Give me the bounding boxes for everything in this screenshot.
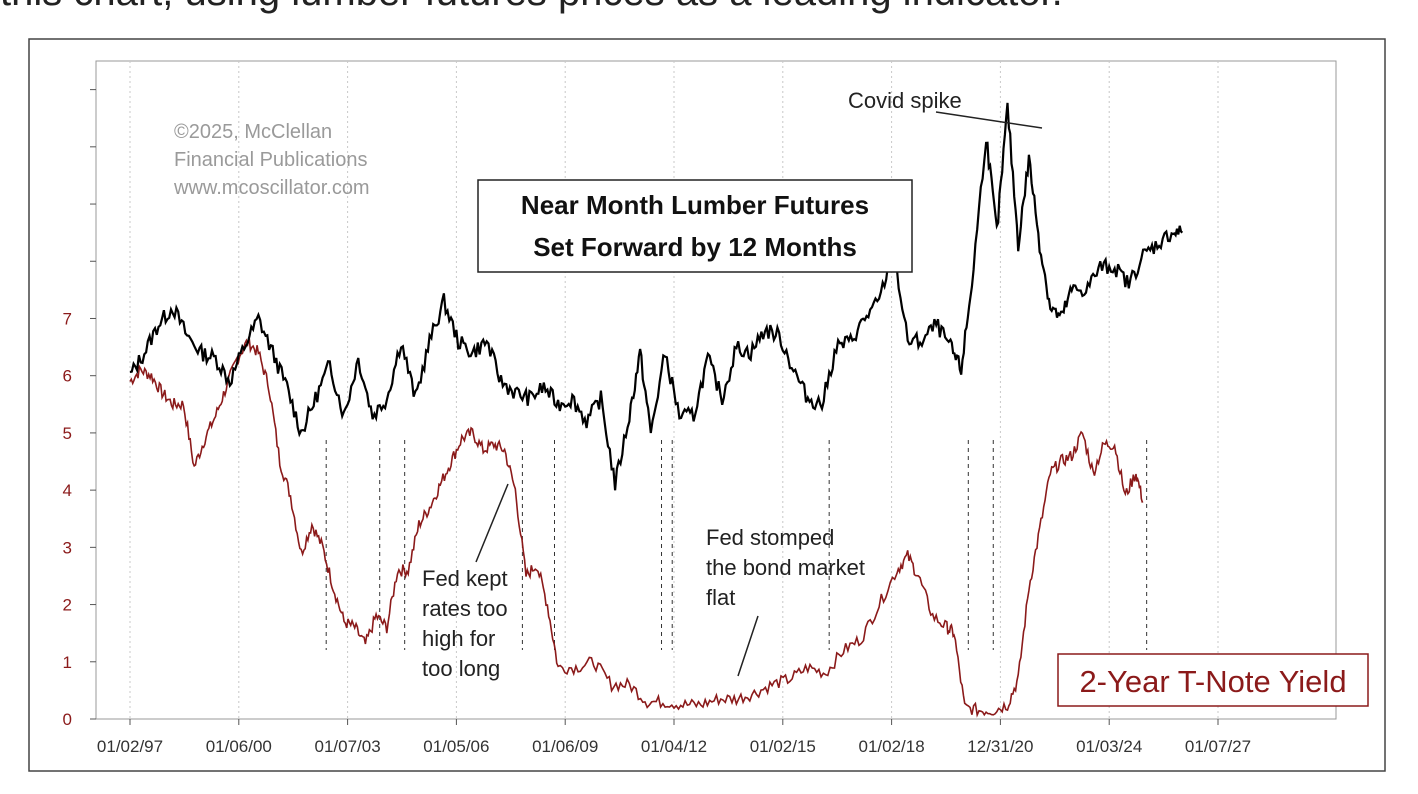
series-layer <box>129 102 1184 718</box>
annotation-fed-kept-1: Fed kept <box>422 566 508 591</box>
title-line-1: Near Month Lumber Futures <box>521 190 869 220</box>
y-tick-label: 3 <box>63 538 72 557</box>
x-tick-label: 01/02/97 <box>97 737 163 756</box>
x-tick-label: 01/07/27 <box>1185 737 1251 756</box>
annotation-fed-kept-4: too long <box>422 656 500 681</box>
title-line-2: Set Forward by 12 Months <box>533 232 857 262</box>
y-tick-label: 0 <box>63 710 72 729</box>
chart-frame <box>28 38 1386 772</box>
watermark-line-3: www.mcoscillator.com <box>173 177 370 199</box>
x-tick-label: 01/02/18 <box>859 737 925 756</box>
legend-label: 2-Year T-Note Yield <box>1079 664 1346 699</box>
annotation-fed-kept-3: high for <box>422 626 495 651</box>
series-lumber-line <box>129 102 1184 491</box>
title-box <box>477 179 913 273</box>
y-tick-label: 1 <box>63 653 72 672</box>
x-tick-label: 01/02/15 <box>750 737 816 756</box>
y-tick-label: 5 <box>63 424 72 443</box>
annotation-covid: Covid spike <box>848 88 962 113</box>
y-tick-label: 7 <box>63 309 72 328</box>
annotation-fed-kept-pointer <box>475 483 509 563</box>
x-tick-label: 01/06/09 <box>532 737 598 756</box>
x-tick-label: 01/04/12 <box>641 737 707 756</box>
y-tick-label: 2 <box>63 596 72 615</box>
watermark-line-2: Financial Publications <box>174 149 367 171</box>
annotation-fed-stomped-3: flat <box>706 585 735 610</box>
annotation-fed-stomped-2: the bond market <box>706 555 865 580</box>
x-tick-label: 12/31/20 <box>967 737 1033 756</box>
x-tick-label: 01/03/24 <box>1076 737 1142 756</box>
x-tick-label: 01/07/03 <box>315 737 381 756</box>
y-tick-label: 4 <box>63 481 72 500</box>
annotation-fed-stomped-pointer <box>737 615 759 677</box>
annotation-covid-pointer <box>935 111 1043 129</box>
x-tick-label: 01/05/06 <box>423 737 489 756</box>
y-tick-label: 6 <box>63 367 72 386</box>
x-tick-label: 01/06/00 <box>206 737 272 756</box>
axis-ticks: 01/02/97 01/06/00 01/07/03 01/05/06 01/06/09… <box>63 89 1251 756</box>
top-caption: this chart, using lumber futures prices … <box>0 0 1063 15</box>
annotation-fed-stomped-1: Fed stomped <box>706 525 834 550</box>
annotation-fed-kept-2: rates too <box>422 596 508 621</box>
legend-box <box>1057 653 1369 707</box>
series-yield-line <box>129 336 1144 718</box>
watermark-line-1: ©2025, McClellan <box>174 121 332 143</box>
